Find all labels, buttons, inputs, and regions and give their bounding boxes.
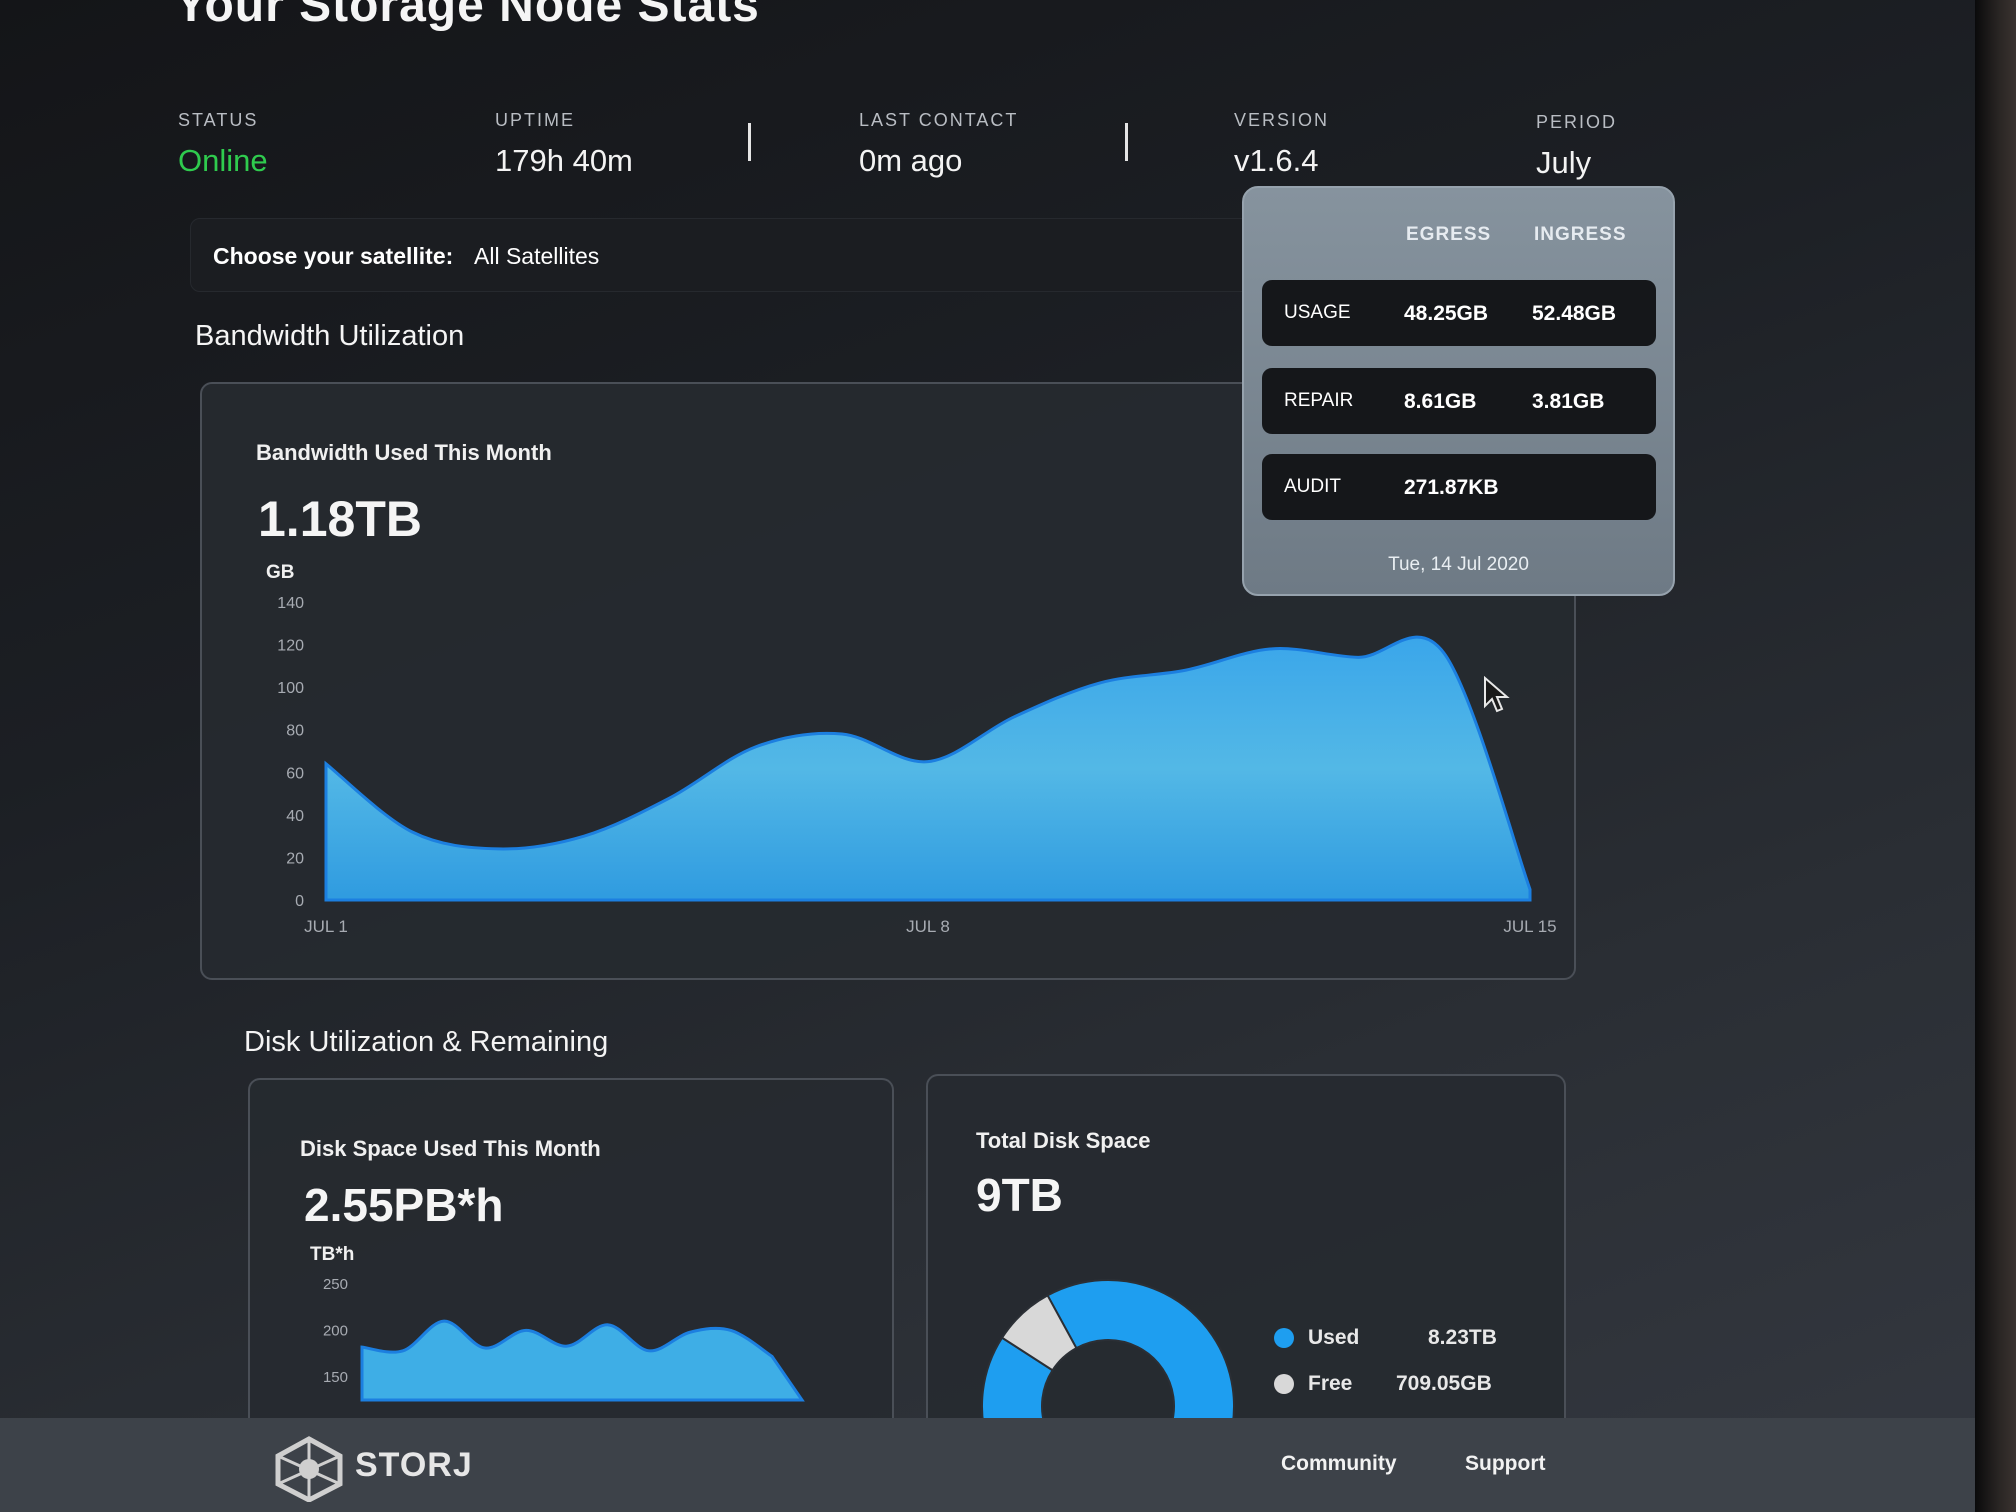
support-link[interactable]: Support [1465,1452,1546,1475]
storj-logo-icon [275,1436,343,1502]
screen: Your Storage Node Stats STATUS Online UP… [0,0,1975,1512]
y-tick-label: 60 [286,765,304,782]
version-value: v1.6.4 [1234,143,1319,178]
total-disk-title: Total Disk Space [976,1128,1151,1153]
disk-used-unit: TB*h [310,1244,355,1265]
donut-slice-used [981,1279,1235,1426]
bandwidth-unit: GB [266,562,295,583]
satellite-label: Choose your satellite: [213,243,454,269]
free-legend-label: Free [1308,1372,1353,1395]
x-tick-label: JUL 1 [304,917,348,936]
period-stat[interactable]: PERIOD July [1536,112,1617,181]
y-tick-label: 80 [286,723,304,740]
disk-donut-chart[interactable] [978,1276,1238,1426]
tooltip-row-repair: REPAIR 8.61GB 3.81GB [1262,368,1656,434]
y-tick-label: 0 [295,893,304,910]
uptime-stat: UPTIME 179h 40m [495,110,633,179]
y-tick-label: 100 [277,680,304,697]
total-disk-card: Total Disk Space 9TB Used 8.23TB Free 70… [926,1074,1566,1458]
y-tick-label: 20 [286,850,304,867]
tooltip-egress-value: 48.25GB [1404,302,1489,325]
status-label: STATUS [178,110,259,130]
bandwidth-chart[interactable]: 0 20 40 60 80 100 120 140 JUL 1 JUL 8 JUL 15 [202,384,1578,982]
tooltip-ingress-value: 3.81GB [1532,390,1605,413]
uptime-value: 179h 40m [495,143,633,178]
version-label: VERSION [1234,110,1330,130]
disk-section-title: Disk Utilization & Remaining [244,1026,609,1058]
disk-usage-area [360,1319,805,1402]
tooltip-row-label: REPAIR [1284,390,1354,411]
tooltip-row-audit: AUDIT 271.87KB [1262,454,1656,520]
donut-slice-free [1000,1294,1078,1372]
last-contact-stat: LAST CONTACT 0m ago [859,110,1018,179]
bandwidth-section-title: Bandwidth Utilization [195,320,465,352]
monitor-bezel [1975,0,2016,1512]
tooltip-ingress-header: INGRESS [1534,224,1627,245]
y-tick-label: 200 [323,1322,348,1339]
disk-usage-chart[interactable]: 150 200 250 [250,1080,896,1420]
y-tick-label: 40 [286,808,304,825]
satellite-selector[interactable]: Choose your satellite: All Satellites [190,218,1270,292]
bandwidth-total: 1.18TB [258,491,422,547]
version-stat: VERSION v1.6.4 [1234,110,1329,179]
uptime-label: UPTIME [495,110,576,130]
disk-used-title: Disk Space Used This Month [300,1136,601,1161]
used-legend-dot [1274,1328,1294,1348]
free-legend-value: 709.05GB [1396,1372,1492,1395]
y-tick-label: 120 [277,638,304,655]
bandwidth-tooltip: EGRESS INGRESS USAGE 48.25GB 52.48GB REP… [1242,186,1675,596]
stat-divider [748,123,751,161]
total-disk-value: 9TB [976,1169,1063,1221]
mouse-cursor-icon [1484,676,1510,713]
community-link[interactable]: Community [1281,1452,1397,1475]
x-tick-label: JUL 15 [1503,917,1556,936]
tooltip-row-usage: USAGE 48.25GB 52.48GB [1262,280,1656,346]
tooltip-ingress-value: 52.48GB [1532,302,1617,325]
tooltip-row-label: USAGE [1284,302,1351,323]
tooltip-date: Tue, 14 Jul 2020 [1388,554,1529,575]
x-tick-label: JUL 8 [906,917,950,936]
bandwidth-card-title: Bandwidth Used This Month [256,440,552,465]
footer: STORJ Community Support [0,1418,1975,1512]
last-contact-label: LAST CONTACT [859,110,1019,130]
footer-brand: STORJ [355,1446,473,1484]
period-value[interactable]: July [1536,145,1592,180]
last-contact-value: 0m ago [859,143,963,178]
tooltip-row-label: AUDIT [1284,476,1341,497]
tooltip-egress-value: 8.61GB [1404,390,1477,413]
disk-used-card: Disk Space Used This Month 2.55PB*h TB*h… [248,1078,894,1458]
bandwidth-area [324,635,1532,902]
y-tick-label: 150 [323,1369,348,1386]
used-legend-value: 8.23TB [1428,1326,1497,1349]
status-stat: STATUS Online [178,110,268,179]
status-value: Online [178,143,268,178]
y-tick-label: 140 [277,595,304,612]
period-label: PERIOD [1536,112,1618,132]
page-title: Your Storage Node Stats [175,0,760,32]
used-legend-label: Used [1308,1326,1360,1349]
y-tick-label: 250 [323,1276,348,1293]
free-legend-dot [1274,1374,1294,1394]
stat-divider [1125,123,1128,161]
tooltip-egress-header: EGRESS [1406,224,1492,245]
disk-used-total: 2.55PB*h [304,1179,504,1231]
satellite-value[interactable]: All Satellites [474,243,600,269]
tooltip-egress-value: 271.87KB [1404,476,1499,499]
